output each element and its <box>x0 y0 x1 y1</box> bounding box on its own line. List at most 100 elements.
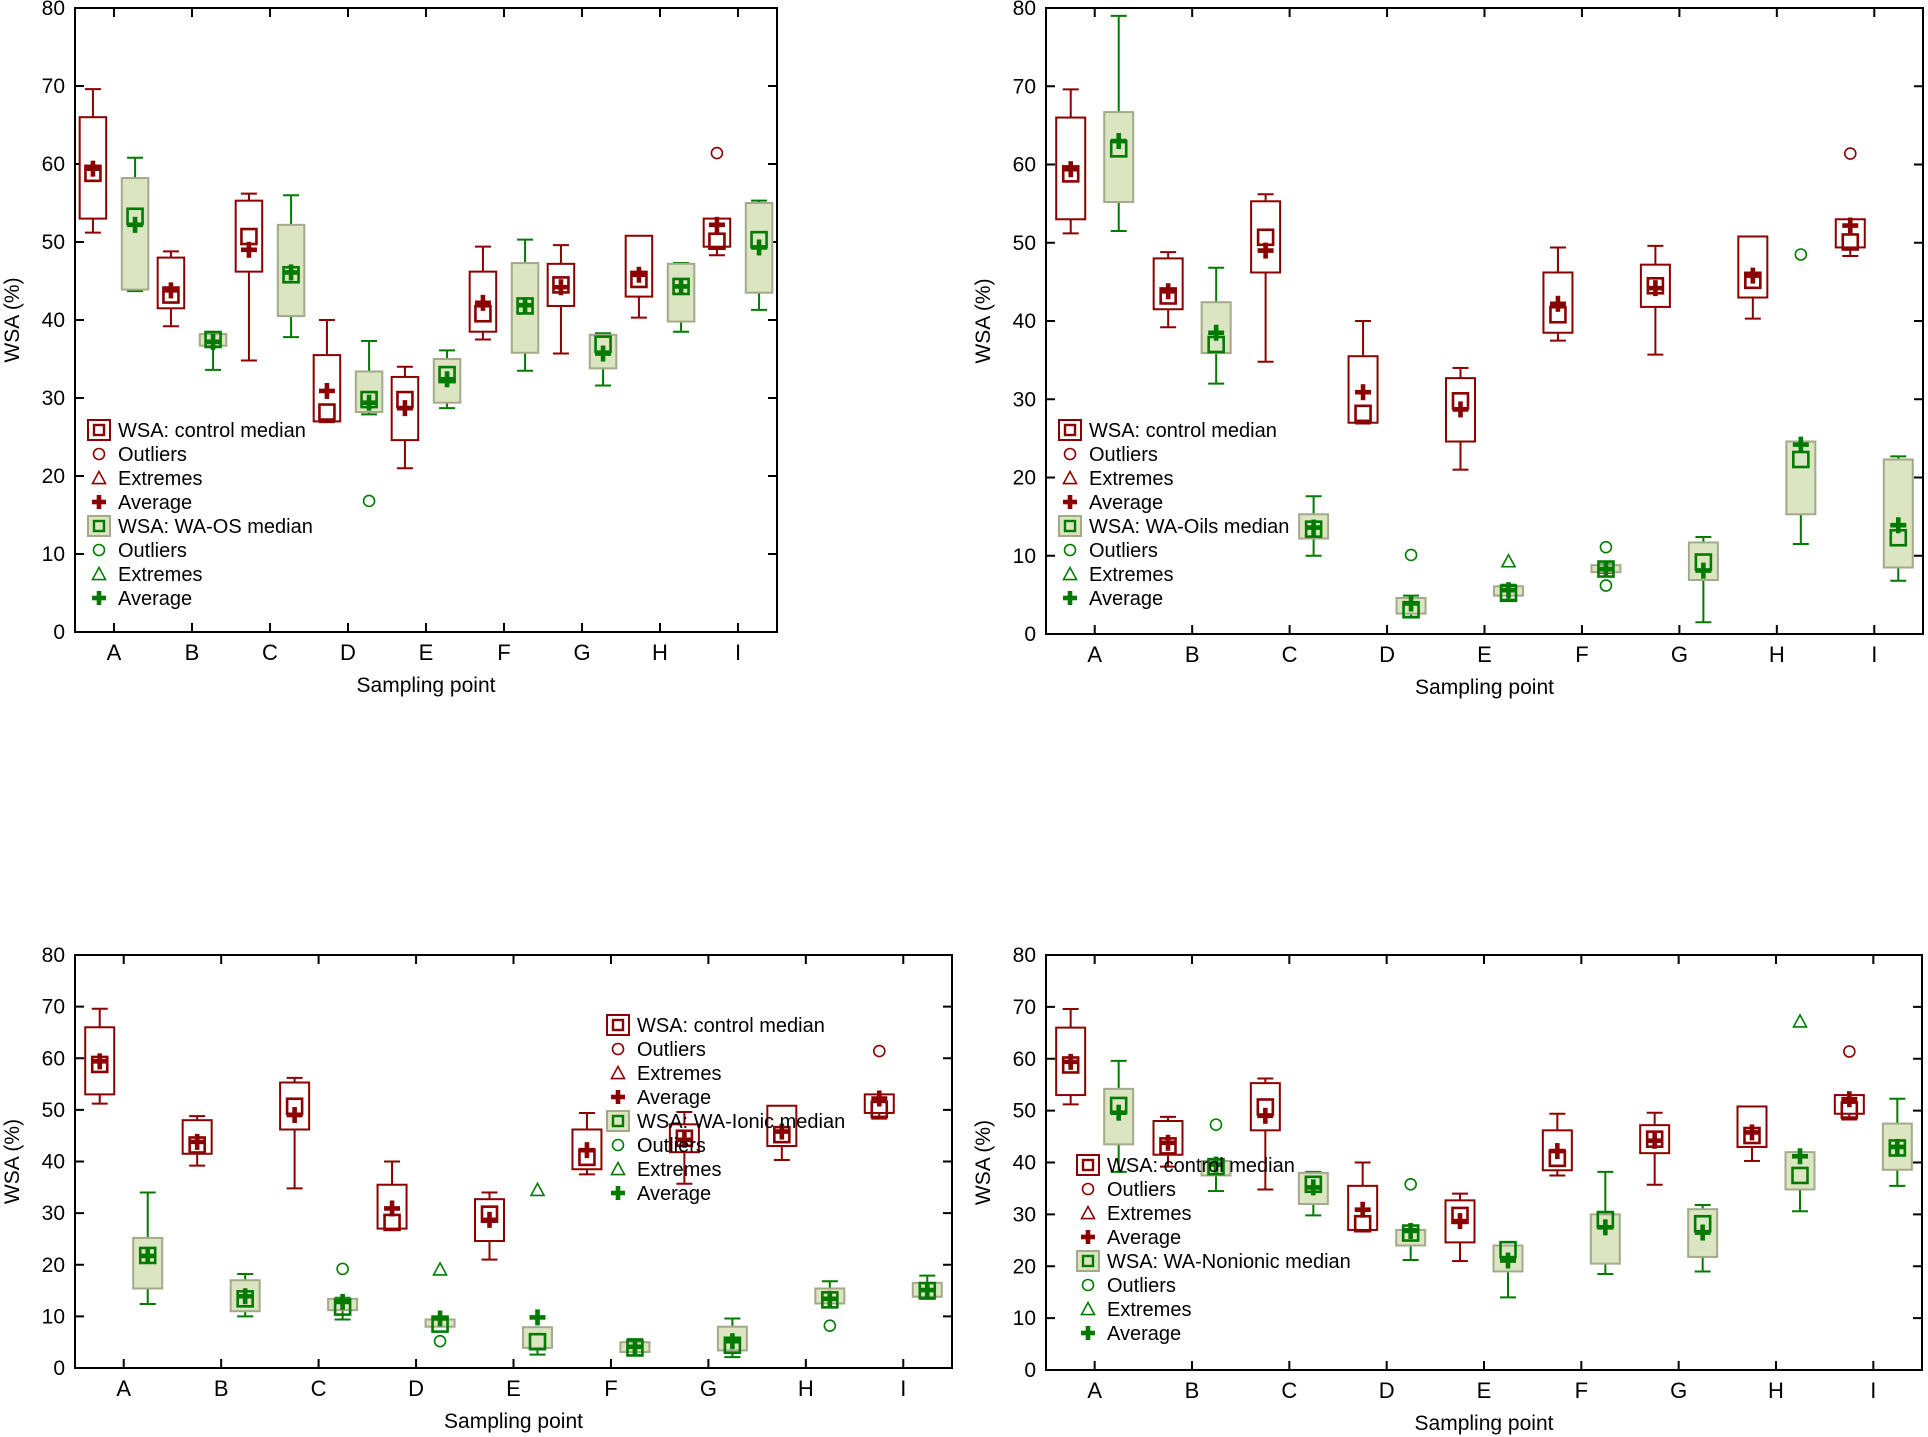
legend-label: Outliers <box>118 540 187 562</box>
outlier-marker <box>92 447 106 461</box>
box-group-control-H <box>1737 235 1769 320</box>
legend-item: Outliers <box>1063 444 1158 466</box>
legend-label: WSA: control median <box>1089 420 1277 442</box>
panel-top-left: 0 10 20 30 40 50 60 70 80 A B C D E F G H I Sampling point… <box>1 0 778 697</box>
x-axis-title: Sampling point <box>1415 1412 1554 1435</box>
box-group-treat-A <box>1103 1059 1135 1173</box>
box-group-treat-F <box>510 238 540 372</box>
iqr-box <box>234 199 264 273</box>
box-group-control-E <box>390 365 420 470</box>
box-group-control-A <box>1055 88 1087 235</box>
box-group-treat-E <box>522 1181 553 1356</box>
x-tick-label: A <box>116 1376 131 1401</box>
x-tick-label: E <box>419 640 434 665</box>
legend-item: Extremes <box>1080 1299 1191 1321</box>
legend-item: WSA: WA-Nonionic median <box>1076 1250 1351 1273</box>
y-tick-label: 80 <box>1013 0 1036 20</box>
x-tick-label: H <box>1769 642 1785 667</box>
legend-label: Average <box>637 1087 711 1109</box>
box-group-control-F <box>1541 1112 1573 1177</box>
outlier-marker <box>1599 540 1613 554</box>
outlier-marker <box>611 1042 625 1056</box>
y-tick-label: 40 <box>42 309 65 332</box>
legend-label: Extremes <box>1107 1299 1191 1321</box>
box-group-treat-E <box>1493 553 1524 603</box>
y-tick-label: 60 <box>42 153 65 176</box>
x-tick-label: F <box>1575 642 1588 667</box>
box-group-treat-I <box>1881 1097 1913 1187</box>
y-axis-title: WSA (%) <box>1 277 24 362</box>
y-tick-label: 30 <box>1013 388 1036 411</box>
outlier-marker <box>1794 248 1808 261</box>
x-tick-label: C <box>1282 642 1298 667</box>
legend-label: WSA: WA-OS median <box>118 516 313 538</box>
box-group-treat-C <box>1297 1170 1329 1217</box>
legend-label: Average <box>1089 588 1163 610</box>
y-tick-label: 30 <box>42 387 65 410</box>
legend-item: WSA: control median <box>87 419 306 442</box>
y-tick-label: 20 <box>1013 1255 1036 1278</box>
legend-item: WSA: control median <box>1076 1154 1295 1177</box>
panel-top-right: 0 10 20 30 40 50 60 70 80 A B C D E F G H I Sampling point… <box>972 0 1924 699</box>
box-group-treat-G <box>716 1317 748 1359</box>
box-group-treat-C <box>327 1262 359 1321</box>
extreme-marker <box>1080 1204 1096 1220</box>
legend-item: WSA: WA-Ionic median <box>606 1110 845 1133</box>
legend-median-swatch <box>606 1014 630 1036</box>
x-tick-label: G <box>700 1376 717 1401</box>
extreme-marker <box>91 565 107 581</box>
legend-item: Extremes <box>1062 564 1173 586</box>
median-marker <box>1791 1166 1809 1185</box>
box-group-treat-G <box>1687 535 1719 624</box>
legend-label: Extremes <box>637 1063 721 1085</box>
box-group-control-H <box>766 1104 798 1161</box>
legend-item: Average <box>1081 1227 1181 1249</box>
y-tick-label: 40 <box>1013 310 1036 333</box>
box-group-control-C <box>1250 193 1282 363</box>
legend-item: Outliers <box>611 1135 706 1157</box>
legend-label: Extremes <box>637 1159 721 1181</box>
x-tick-label: C <box>262 640 278 665</box>
x-tick-label: I <box>900 1376 906 1401</box>
box-group-control-D <box>312 319 342 424</box>
outlier-marker <box>433 1334 447 1348</box>
extreme-marker <box>1500 553 1517 568</box>
outlier-marker <box>92 543 106 557</box>
box-group-treat-H <box>1785 248 1817 546</box>
x-tick-label: A <box>1087 1378 1102 1403</box>
box-group-control-E <box>1445 366 1476 471</box>
legend-label: WSA: control median <box>637 1015 825 1037</box>
box-group-control-H <box>1736 1105 1768 1162</box>
legend-item: Extremes <box>91 468 202 490</box>
box-group-treat-D <box>354 340 384 508</box>
legend-item: WSA: control median <box>1058 419 1277 442</box>
outlier-marker <box>1081 1278 1095 1292</box>
legend-median-swatch <box>1081 1158 1095 1172</box>
legend-item: Outliers <box>1081 1179 1176 1201</box>
legend-median-swatch <box>92 423 106 437</box>
x-tick-label: F <box>497 640 510 665</box>
box-group-treat-G <box>588 332 618 387</box>
outlier-marker <box>872 1044 886 1058</box>
box-group-treat-A <box>1103 14 1135 233</box>
x-tick-label: A <box>1087 642 1102 667</box>
box-group-treat-C <box>1298 495 1330 557</box>
x-tick-label: E <box>1477 642 1492 667</box>
box-group-control-A <box>1055 1007 1087 1106</box>
legend-median-swatch <box>1076 1154 1100 1176</box>
legend-median-swatch <box>87 515 111 537</box>
median-marker <box>318 403 336 421</box>
x-tick-label: G <box>1671 642 1688 667</box>
legend-label: Extremes <box>1107 1203 1191 1225</box>
legend-item: Extremes <box>610 1063 721 1085</box>
legend-median-swatch <box>1058 515 1082 537</box>
box-group-treat-B <box>229 1273 261 1318</box>
legend-median-swatch <box>1063 423 1077 437</box>
box-group-control-I <box>1833 1045 1865 1121</box>
box-group-treat-D <box>1395 548 1427 619</box>
y-tick-label: 80 <box>42 0 65 20</box>
box-group-control-F <box>468 245 498 341</box>
iqr-box <box>120 177 150 291</box>
